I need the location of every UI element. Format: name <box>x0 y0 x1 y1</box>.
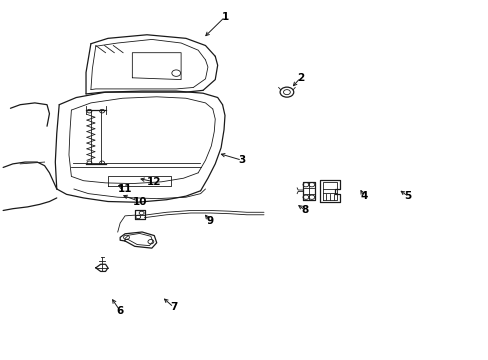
Text: 12: 12 <box>147 177 161 187</box>
Text: 11: 11 <box>118 184 132 194</box>
Text: 3: 3 <box>238 155 245 165</box>
Text: 10: 10 <box>132 197 146 207</box>
Text: 6: 6 <box>116 306 123 316</box>
Text: 2: 2 <box>296 73 304 83</box>
Text: 4: 4 <box>360 191 367 201</box>
Text: 7: 7 <box>170 302 177 312</box>
Text: 5: 5 <box>404 191 410 201</box>
Text: 1: 1 <box>221 12 228 22</box>
Text: 8: 8 <box>301 206 308 216</box>
Text: 9: 9 <box>206 216 213 226</box>
